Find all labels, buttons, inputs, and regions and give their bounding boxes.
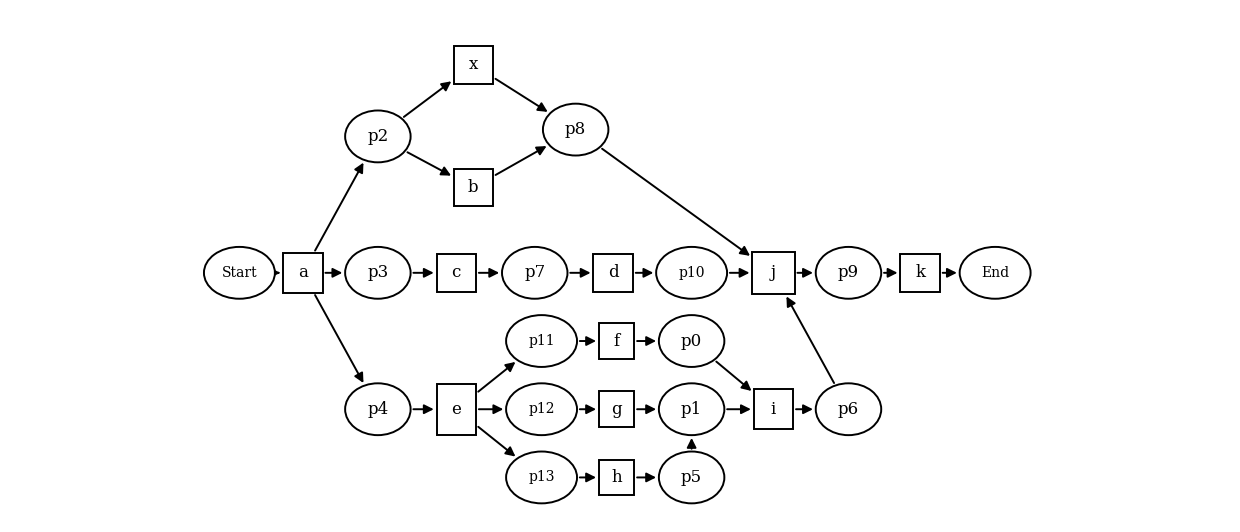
Ellipse shape	[506, 452, 577, 503]
Ellipse shape	[816, 384, 882, 435]
Ellipse shape	[502, 247, 568, 299]
FancyBboxPatch shape	[454, 169, 494, 206]
Text: p2: p2	[367, 128, 388, 145]
FancyBboxPatch shape	[436, 384, 476, 435]
FancyBboxPatch shape	[753, 252, 795, 294]
Ellipse shape	[506, 384, 577, 435]
Text: p4: p4	[367, 401, 388, 418]
Text: f: f	[614, 332, 620, 350]
Ellipse shape	[345, 384, 410, 435]
Ellipse shape	[345, 111, 410, 162]
Text: e: e	[451, 401, 461, 418]
Text: a: a	[298, 264, 308, 281]
Text: p11: p11	[528, 334, 554, 348]
Text: p12: p12	[528, 402, 554, 416]
Text: p1: p1	[681, 401, 702, 418]
Ellipse shape	[656, 247, 727, 299]
Text: End: End	[981, 266, 1009, 280]
Ellipse shape	[345, 247, 410, 299]
Text: g: g	[611, 401, 622, 418]
Text: j: j	[771, 264, 776, 281]
Text: p5: p5	[681, 469, 702, 486]
Text: p3: p3	[367, 264, 388, 281]
Ellipse shape	[658, 384, 724, 435]
Text: p0: p0	[681, 332, 702, 350]
Text: h: h	[611, 469, 622, 486]
FancyBboxPatch shape	[599, 460, 635, 495]
Text: p10: p10	[678, 266, 704, 280]
FancyBboxPatch shape	[594, 254, 632, 292]
Text: d: d	[608, 264, 619, 281]
FancyBboxPatch shape	[283, 253, 322, 293]
Ellipse shape	[960, 247, 1030, 299]
FancyBboxPatch shape	[454, 46, 494, 84]
Text: p13: p13	[528, 470, 554, 485]
FancyBboxPatch shape	[900, 254, 940, 292]
Ellipse shape	[203, 247, 275, 299]
Text: i: i	[771, 401, 776, 418]
Text: x: x	[469, 56, 479, 73]
FancyBboxPatch shape	[599, 392, 635, 427]
Ellipse shape	[658, 315, 724, 367]
FancyBboxPatch shape	[599, 323, 635, 359]
Text: b: b	[467, 179, 479, 196]
Text: p9: p9	[838, 264, 859, 281]
FancyBboxPatch shape	[754, 389, 794, 429]
Text: k: k	[915, 264, 925, 281]
Text: p7: p7	[525, 264, 546, 281]
Ellipse shape	[658, 452, 724, 503]
Ellipse shape	[543, 104, 609, 155]
FancyBboxPatch shape	[436, 254, 476, 292]
Ellipse shape	[506, 315, 577, 367]
Text: Start: Start	[222, 266, 257, 280]
Text: c: c	[451, 264, 461, 281]
Text: p8: p8	[565, 121, 587, 138]
Text: p6: p6	[838, 401, 859, 418]
Ellipse shape	[816, 247, 882, 299]
